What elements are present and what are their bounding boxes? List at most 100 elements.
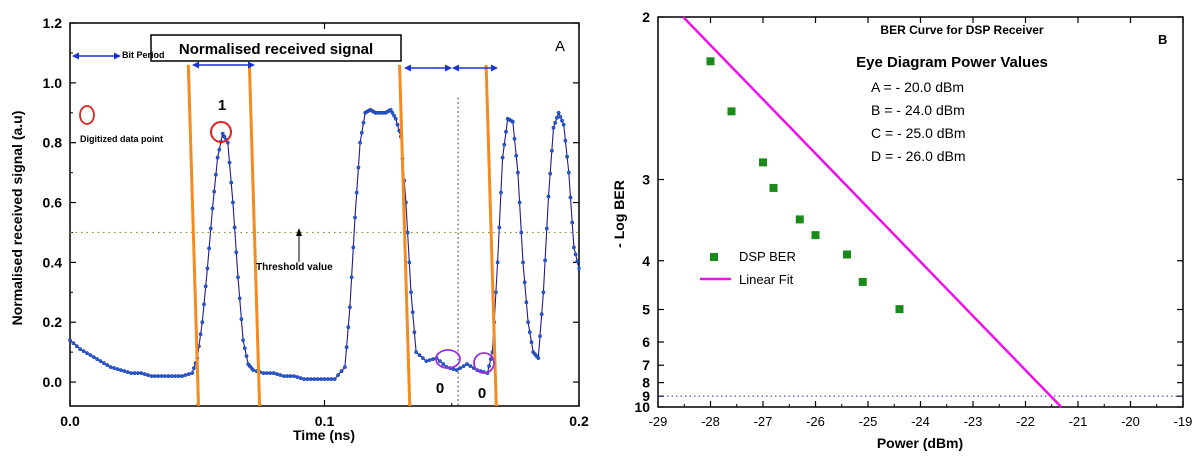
- x-tick-label-b: -29: [649, 414, 668, 429]
- bit-width-arrow-head: [404, 64, 411, 72]
- data-point-marker: [169, 374, 174, 378]
- data-point-marker: [558, 114, 563, 119]
- data-point-marker: [546, 194, 551, 199]
- data-point-marker: [555, 115, 559, 120]
- data-point-marker: [208, 226, 213, 231]
- data-point-marker: [302, 377, 306, 381]
- data-point-marker: [458, 366, 463, 370]
- data-point-marker: [575, 259, 580, 264]
- data-point-marker: [88, 353, 93, 357]
- power-value-d: D = - 26.0 dBm: [871, 148, 966, 164]
- data-point-marker: [225, 140, 230, 145]
- data-point-marker: [108, 365, 113, 369]
- legend-label-linear-fit: Linear Fit: [739, 272, 794, 287]
- data-point-marker: [499, 190, 503, 195]
- data-point-marker: [271, 371, 276, 375]
- y-tick-label-b: 8: [642, 375, 650, 391]
- data-point-marker: [527, 330, 532, 335]
- data-point-marker: [519, 230, 524, 235]
- bit-width-arrow-head: [192, 61, 199, 69]
- data-point-marker: [395, 122, 400, 127]
- data-point-marker: [261, 371, 266, 375]
- power-heading: Eye Diagram Power Values: [856, 54, 1048, 71]
- data-point-marker: [268, 371, 273, 375]
- x-tick-label-a: 0.2: [569, 413, 589, 429]
- bit-period-label: Bit Period: [122, 50, 165, 60]
- tick-group-a: 0.0 0.2 0.4 0.6 0.8 1.0 1.2 0.0 0.1 0.2: [43, 15, 589, 429]
- legend-circle-red: [79, 105, 95, 125]
- data-point-marker: [242, 346, 247, 351]
- data-point-marker: [264, 371, 269, 375]
- power-value-b: B = - 24.0 dBm: [871, 102, 965, 118]
- data-point-marker: [285, 374, 290, 378]
- data-point-marker: [393, 116, 398, 121]
- y-tick-label-a: 1.2: [43, 15, 63, 31]
- data-point-marker: [556, 110, 561, 115]
- data-point-marker: [339, 369, 344, 373]
- title-box-a: [150, 34, 402, 62]
- data-point-marker: [516, 170, 520, 175]
- ber-point: [727, 107, 736, 116]
- data-point-marker: [390, 110, 395, 115]
- data-point-marker: [497, 225, 502, 230]
- x-tick-label-b: -28: [701, 414, 720, 429]
- data-point-marker: [560, 118, 564, 123]
- data-point-marker: [437, 359, 442, 363]
- data-point-marker: [176, 374, 181, 378]
- bit-width-arrow-head: [248, 61, 255, 69]
- data-point-marker: [517, 200, 522, 205]
- y-tick-label-a: 0.4: [43, 254, 63, 270]
- data-point-marker: [351, 245, 356, 250]
- data-point-marker: [441, 362, 446, 366]
- data-point-marker: [222, 134, 227, 139]
- data-point-marker: [236, 275, 240, 280]
- y-tick-label-b: 6: [642, 334, 650, 350]
- digitized-label: Digitized data point: [80, 134, 163, 144]
- data-point-marker: [241, 338, 246, 343]
- x-tick-label-b: -25: [859, 414, 878, 429]
- ber-point: [811, 231, 820, 240]
- x-tick-label-b: -24: [911, 414, 930, 429]
- y-tick-label-b: 10: [634, 399, 650, 415]
- data-point-marker: [227, 160, 232, 165]
- legend-marker-dsp-ber: [710, 253, 718, 261]
- data-point-marker: [427, 358, 432, 362]
- zero-highlight-circle-2: [473, 352, 495, 374]
- ber-point: [706, 57, 715, 66]
- data-point-marker: [344, 345, 349, 350]
- data-point-marker: [244, 354, 249, 358]
- data-point-marker: [329, 377, 334, 381]
- data-point-marker: [207, 246, 212, 251]
- data-point-marker: [563, 138, 568, 143]
- y-tick-label-b: 2: [642, 9, 650, 25]
- y-axis-label-b: - Log BER: [611, 180, 627, 248]
- data-point-marker: [346, 325, 351, 330]
- data-point-marker: [163, 374, 167, 378]
- x-tick-label-b: -21: [1069, 414, 1088, 429]
- bit-width-arrow-head: [452, 64, 459, 72]
- bit-period-arrow-head: [72, 52, 79, 60]
- data-point-marker: [332, 377, 337, 381]
- data-point-marker: [514, 153, 519, 158]
- data-point-marker: [152, 374, 157, 378]
- data-point-marker: [119, 368, 123, 372]
- data-point-marker: [278, 373, 283, 377]
- data-point-marker: [495, 260, 500, 265]
- data-point-marker: [431, 357, 435, 361]
- data-point-marker: [551, 125, 556, 130]
- data-point-marker: [358, 140, 362, 145]
- legend-label-dsp-ber: DSP BER: [739, 249, 796, 264]
- data-point-marker: [336, 373, 340, 377]
- y-tick-label-a: 1.0: [43, 75, 63, 91]
- bit-zero-label-1: 0: [436, 380, 444, 397]
- panel-label-a: A: [555, 38, 565, 55]
- overlay-group-a: [72, 52, 498, 407]
- bit-width-arrow-head: [445, 64, 452, 72]
- data-point-marker: [388, 107, 393, 112]
- y-tick-label-b: 5: [642, 302, 650, 318]
- threshold-pointer-head: [296, 228, 302, 236]
- data-point-marker: [522, 280, 527, 285]
- data-point-marker: [322, 377, 327, 381]
- data-point-marker: [566, 170, 571, 175]
- data-point-marker: [510, 119, 515, 124]
